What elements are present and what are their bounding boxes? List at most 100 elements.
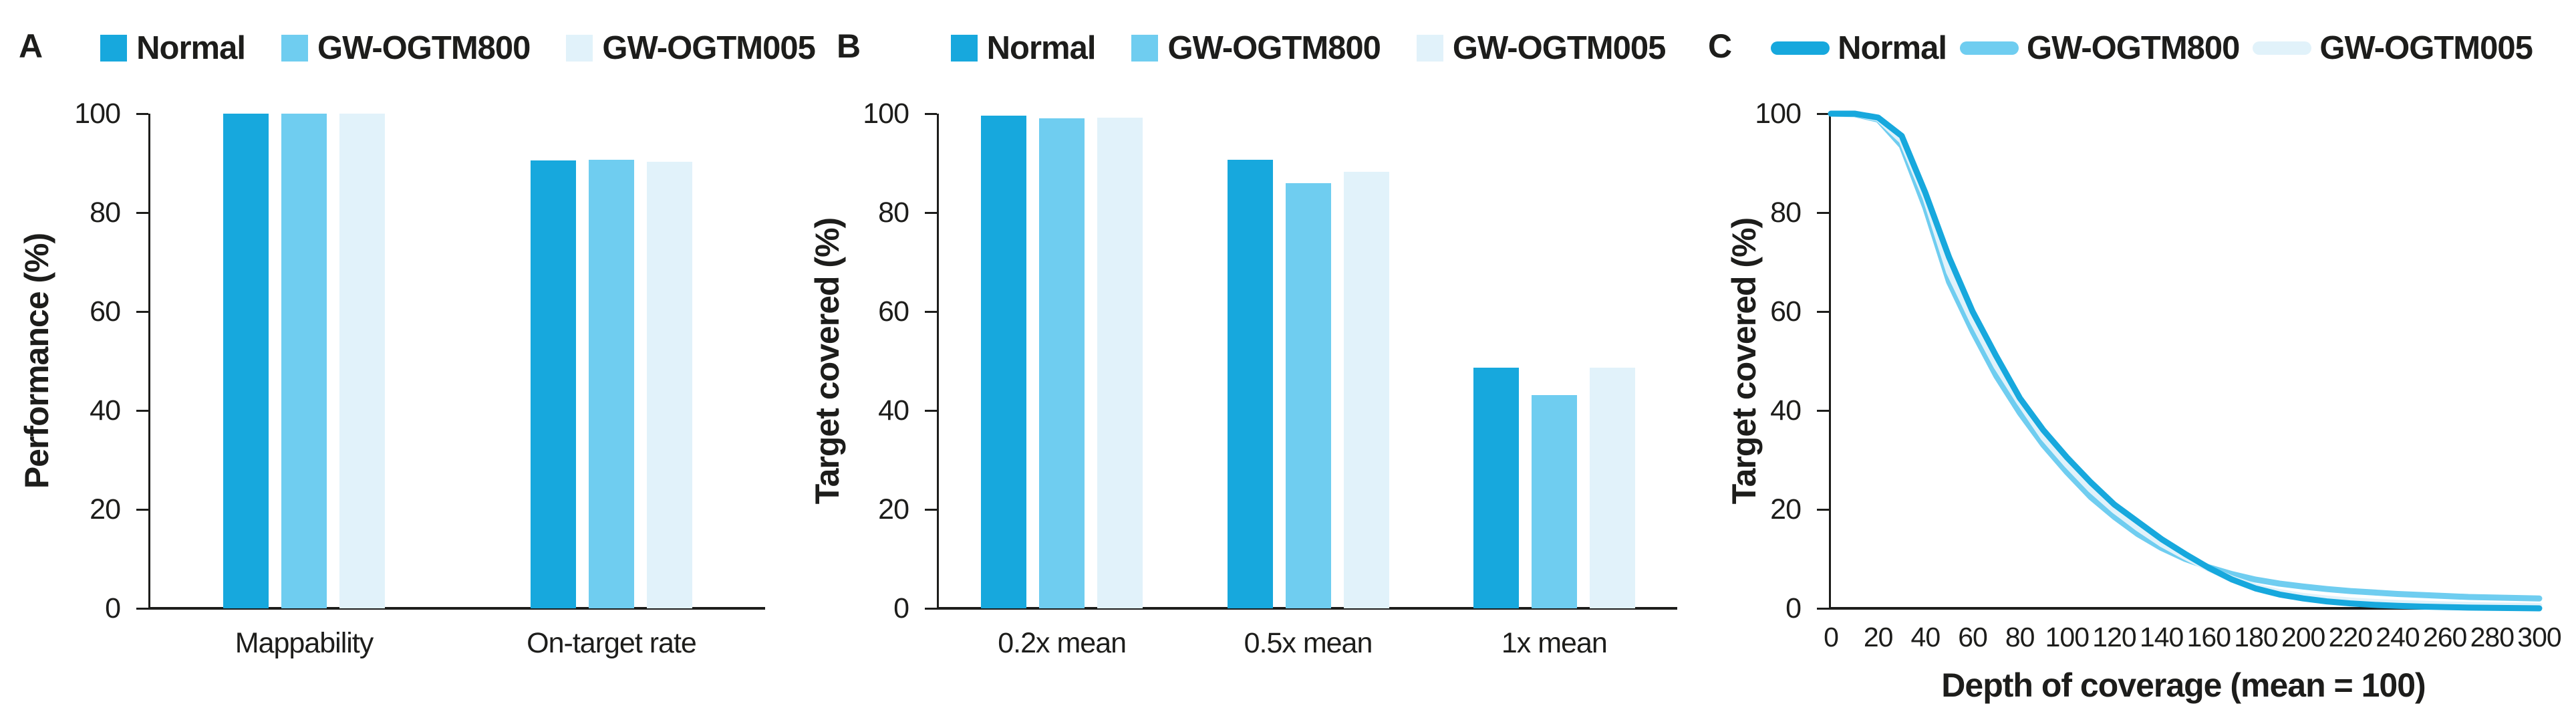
panel-c-x-tick-label: 160 [2186,622,2231,652]
panel-b-legend-item: GW-OGTM800 [1131,29,1381,67]
legend-label: GW-OGTM800 [1167,30,1381,66]
panel-a-y-axis-label: Performance (%) [18,233,55,489]
legend-square-swatch-icon [950,35,978,62]
panel-b-category-label: 1x mean [1501,627,1608,659]
panel-a-letter: A [19,27,43,65]
panel-c-y-tick-label: 20 [1770,493,1802,525]
panel-a-bar-gw-ogtm800-2 [589,159,634,608]
panel-a-y-tick-label: 20 [90,493,121,525]
panel-b-y-tick [925,211,937,214]
panel-c-x-tick-label: 80 [2005,622,2035,652]
legend-label: Normal [986,30,1097,66]
panel-a-legend-item: Normal [100,29,246,67]
panel-b-legend-item: Normal [950,29,1097,67]
panel-a-y-axis [148,114,150,610]
panel-b-y-tick-label: 80 [878,197,909,229]
legend-label: Normal [1838,30,1947,66]
panel-c-line-plot [1828,110,2543,612]
panel-a-y-tick-label: 40 [90,394,121,427]
panel-c-x-tick-label: 240 [2376,622,2420,652]
panel-a-category-label: Mappability [235,627,374,659]
panel-b-y-tick [925,607,937,610]
panel-c-legend-item: GW-OGTM800 [1959,29,2240,67]
panel-a-legend: Normal GW-OGTM800 GW-OGTM005 [53,29,862,67]
legend-square-swatch-icon [566,35,593,62]
panel-c-legend: Normal GW-OGTM800 GW-OGTM005 [1731,29,2573,67]
panel-c-x-tick-label: 140 [2139,622,2184,652]
panel-c-x-tick-label: 180 [2234,622,2278,652]
legend-line-swatch-icon [2253,41,2312,55]
panel-c-curve-gw-ogtm800 [1828,110,2543,602]
panel-c-x-tick-label: 40 [1910,622,1941,652]
panel-c-x-tick-label: 300 [2517,622,2561,652]
panel-a-y-tick-label: 80 [90,197,121,229]
legend-label: GW-OGTM800 [2026,30,2240,66]
panel-c-curve-gw-ogtm005 [1828,110,2543,609]
panel-a-bar-normal-2 [531,160,576,608]
panel-a-category-label: On-target rate [527,627,697,659]
panel-a-y-tick [136,112,148,115]
panel-a-x-axis [148,607,765,610]
panel-b-bar-gw-ogtm800-3 [1531,395,1577,608]
legend-line-swatch-icon [1771,41,1830,55]
panel-a-bar-normal-1 [223,114,269,608]
panel-a-legend-item: GW-OGTM005 [566,29,816,67]
panel-c-x-axis-label: Depth of coverage (mean = 100) [1941,666,2426,704]
legend-label: GW-OGTM800 [317,30,531,66]
panel-c-y-tick-label: 40 [1770,394,1802,427]
panel-b-legend: Normal GW-OGTM800 GW-OGTM005 [842,29,1774,67]
panel-b-y-tick [925,409,937,412]
panel-b-y-axis [937,114,939,610]
panel-a-y-tick [136,310,148,313]
panel-a-y-tick [136,508,148,511]
panel-a-y-tick-label: 100 [74,98,121,130]
panel-a-y-tick-label: 60 [90,295,121,328]
panel-c-y-tick [1817,112,1829,115]
panel-b-bar-gw-ogtm005-3 [1589,367,1635,608]
legend-square-swatch-icon [281,35,308,62]
panel-c-y-axis [1829,114,1831,610]
panel-b-category-label: 0.5x mean [1244,627,1373,659]
panel-c-x-axis [1829,607,2539,610]
panel-b-bar-gw-ogtm005-1 [1097,117,1143,608]
panel-a-bar-gw-ogtm005-1 [339,114,385,608]
panel-b-y-tick [925,508,937,511]
panel-c-y-axis-label: Target covered (%) [1725,217,1763,505]
panel-a-y-tick [136,409,148,412]
panel-b-y-tick [925,112,937,115]
legend-square-swatch-icon [1416,35,1443,62]
panel-b-y-tick-label: 20 [878,493,909,525]
panel-b-bar-normal-1 [981,115,1027,608]
panel-b-bar-gw-ogtm800-1 [1039,118,1085,608]
legend-label: Normal [136,30,246,66]
panel-b-bar-gw-ogtm800-2 [1285,183,1331,608]
panel-c-x-tick-label: 0 [1824,622,1839,652]
panel-c-x-tick-label: 100 [2045,622,2090,652]
panel-b-category-label: 0.2x mean [998,627,1127,659]
panel-a-y-tick [136,607,148,610]
panel-b-y-tick-label: 60 [878,295,909,328]
legend-line-swatch-icon [1959,41,2019,55]
panel-b-x-axis [937,607,1677,610]
panel-c-x-tick-label: 280 [2470,622,2515,652]
panel-c-y-tick [1817,211,1829,214]
panel-b-y-axis-label: Target covered (%) [809,217,846,505]
panel-b-y-tick [925,310,937,313]
panel-c-y-tick-label: 60 [1770,295,1802,328]
panel-c-y-tick [1817,409,1829,412]
panel-c-x-tick-label: 200 [2281,622,2325,652]
panel-c-y-tick-label: 100 [1755,98,1802,130]
panel-b-bar-normal-3 [1473,368,1519,608]
panel-b-legend-item: GW-OGTM005 [1416,29,1666,67]
panel-c-legend-item: Normal [1771,29,1947,67]
panel-c-curve-normal [1828,110,2543,612]
panel-b-y-tick-label: 100 [863,98,909,130]
panel-c-y-tick-label: 0 [1785,592,1802,624]
legend-label: GW-OGTM005 [1452,30,1666,66]
panel-a-y-tick-label: 0 [105,592,121,624]
panel-a-legend-item: GW-OGTM800 [281,29,531,67]
panel-b-bar-normal-2 [1227,159,1273,608]
panel-c-y-tick-label: 80 [1770,197,1802,229]
panel-c-x-tick-label: 20 [1863,622,1894,652]
